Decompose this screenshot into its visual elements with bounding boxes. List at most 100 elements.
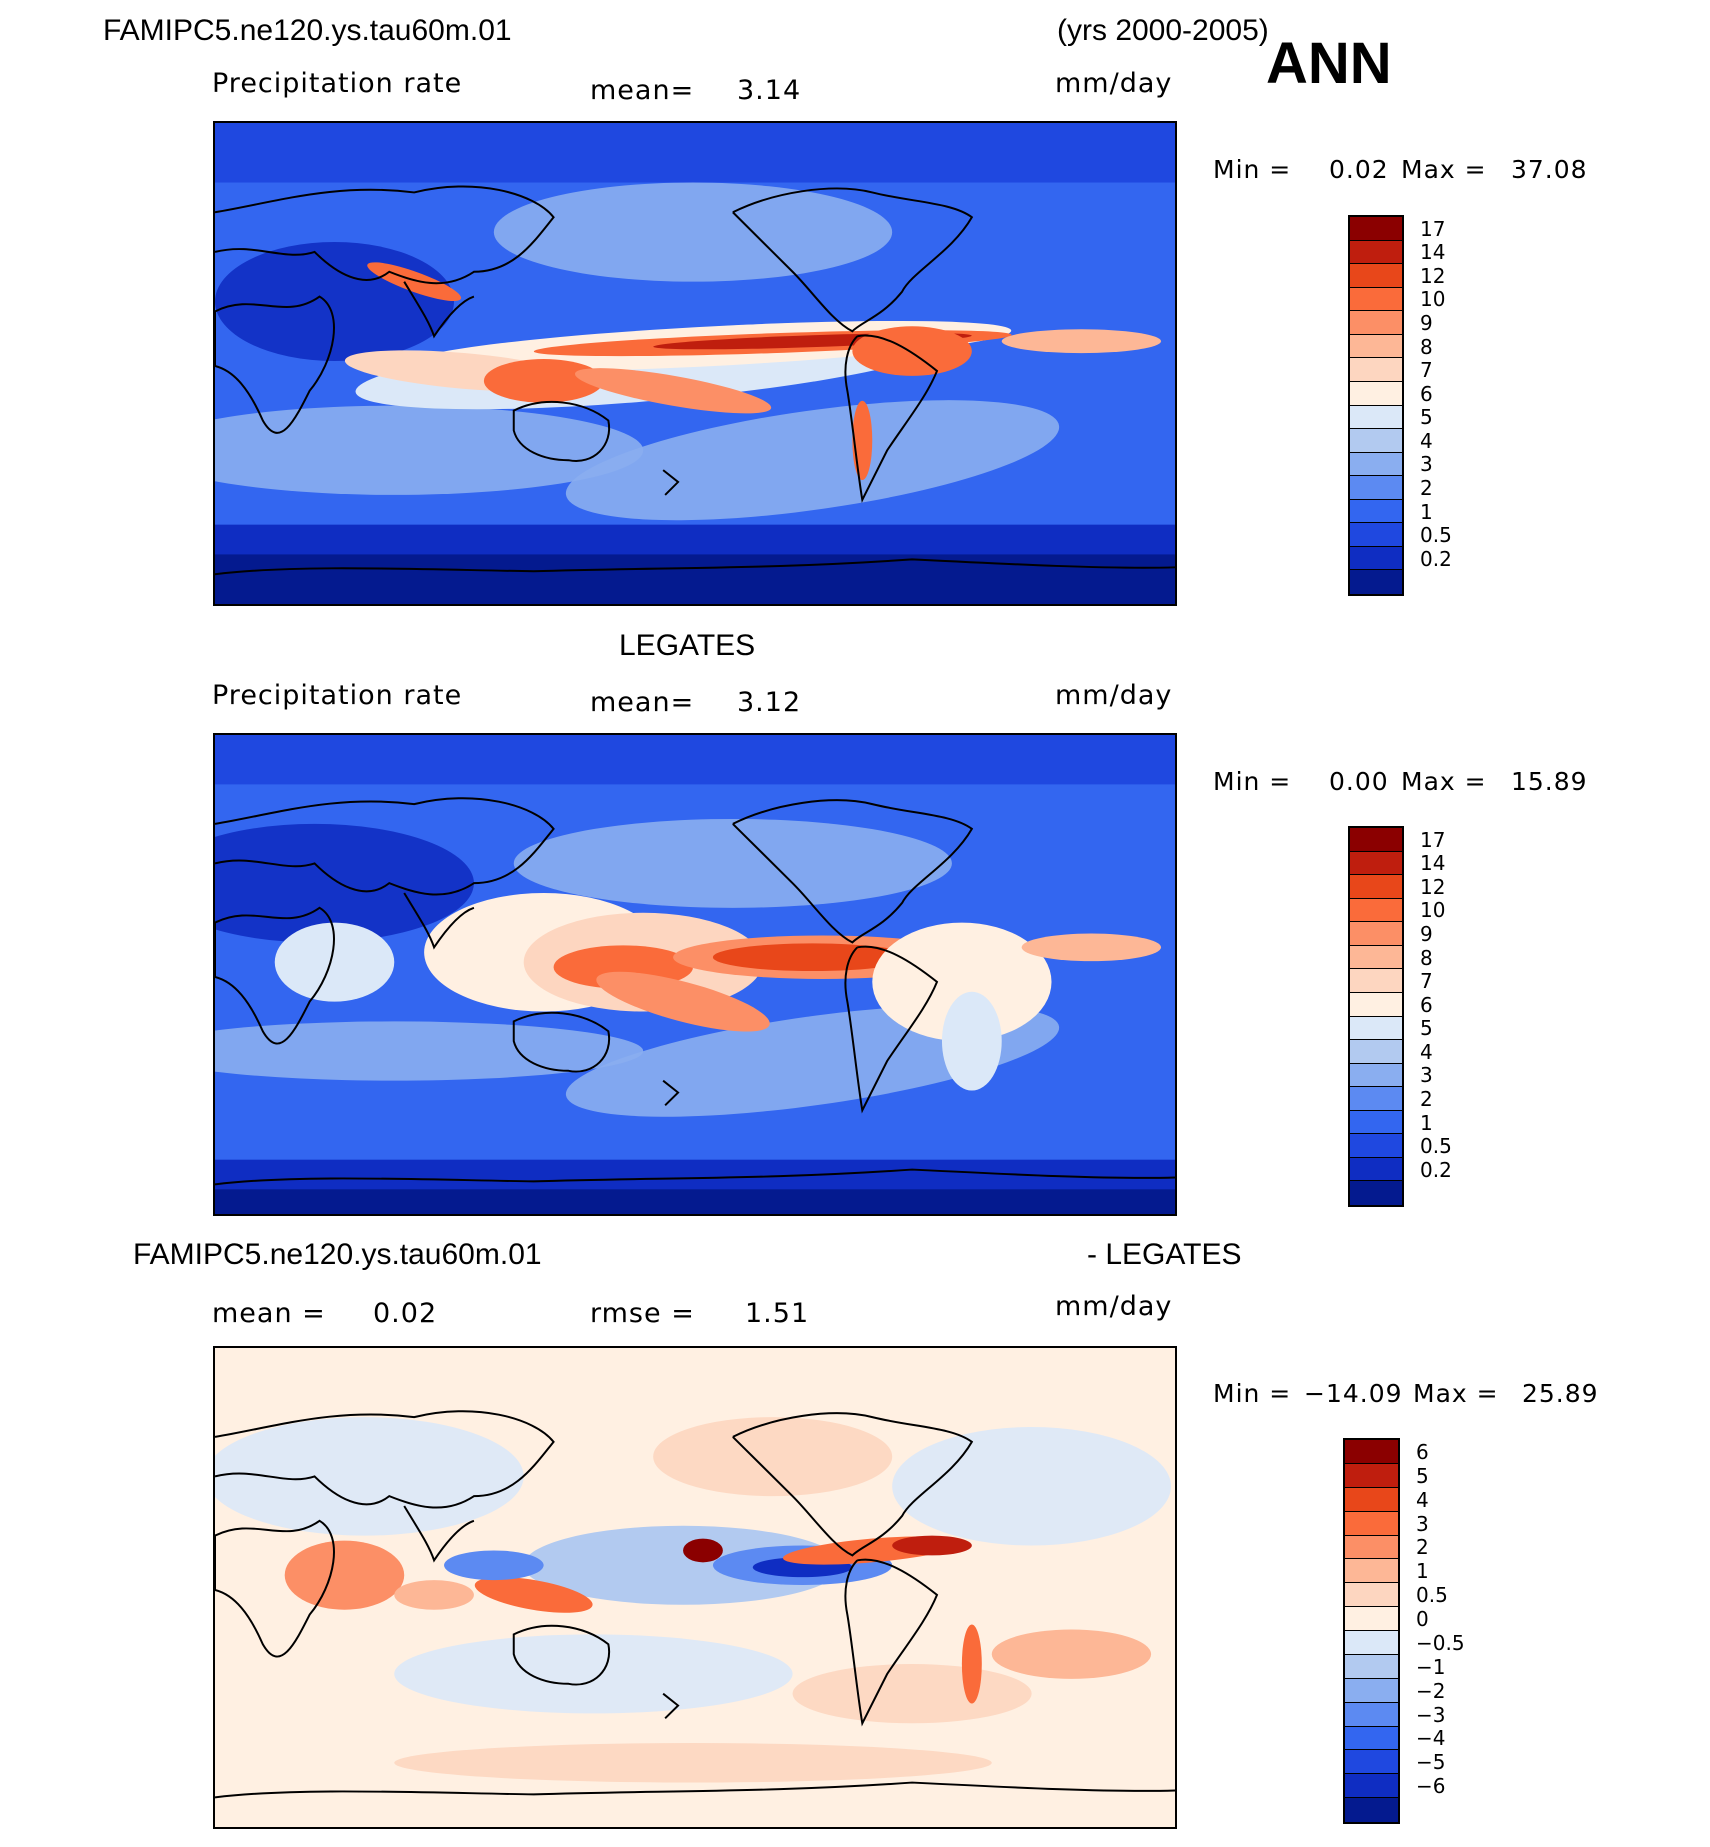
precip-contour-region — [683, 1538, 723, 1563]
coastline — [512, 401, 611, 462]
coastline — [844, 1558, 939, 1727]
colorbar-tick-label: −5 — [1416, 1750, 1446, 1775]
coastline — [662, 1079, 680, 1107]
colorbar-segment — [1350, 851, 1402, 876]
precip-contour-region — [215, 242, 455, 362]
colorbar-segment — [1350, 476, 1402, 500]
colorbar-segment — [1350, 217, 1402, 241]
colorbar-tick-label: 2 — [1416, 1535, 1429, 1560]
panel3-rmse-label: rmse = — [590, 1298, 695, 1329]
colorbar-segment — [1345, 1631, 1398, 1655]
colorbar-tick-label: −6 — [1416, 1774, 1446, 1799]
colorbar-tick-label: 9 — [1420, 311, 1433, 336]
colorbar-tick-label: 5 — [1420, 405, 1433, 430]
colorbar-tick-label: 14 — [1420, 851, 1446, 876]
colorbar-segment — [1350, 1134, 1402, 1158]
precip-contour-region — [444, 1550, 544, 1581]
colorbar-tick-label: 7 — [1420, 358, 1433, 383]
coastline — [215, 558, 1175, 576]
panel2-max-label: Max = — [1401, 767, 1487, 796]
precip-contour-region — [394, 1743, 992, 1783]
colorbar-segment — [1350, 499, 1402, 524]
colorbar-segment — [1350, 1040, 1402, 1064]
precip-contour-region — [483, 359, 604, 403]
colorbar-tick-label: 7 — [1420, 969, 1433, 994]
colorbar-segment — [1350, 1181, 1402, 1205]
colorbar-segment — [1350, 1157, 1402, 1182]
panel3-max-label: Max = — [1413, 1379, 1499, 1408]
precip-contour-region — [712, 943, 913, 972]
colorbar-segment — [1350, 898, 1402, 923]
panel2-min-label: Min = — [1213, 767, 1292, 796]
colorbar-tick-label: 17 — [1420, 216, 1446, 241]
coastline — [662, 469, 680, 496]
colorbar-segment — [1350, 922, 1402, 946]
colorbar-segment — [1345, 1726, 1398, 1751]
colorbar-segment — [1350, 381, 1402, 406]
colorbar-tick-label: −3 — [1416, 1702, 1446, 1727]
colorbar-segment — [1345, 1583, 1398, 1608]
colorbar-segment — [1345, 1678, 1398, 1703]
colorbar-segment — [1350, 1087, 1402, 1111]
colorbar-tick-label: 1 — [1420, 499, 1433, 524]
colorbar-tick-label: 1 — [1416, 1559, 1429, 1584]
panel1-mean-label: mean= — [590, 75, 695, 106]
colorbar-tick-label: 5 — [1420, 1016, 1433, 1041]
colorbar-segment — [1350, 429, 1402, 453]
colorbar-tick-label: 0.2 — [1420, 546, 1452, 571]
map-canvas — [215, 735, 1175, 1214]
colorbar-segment — [1350, 969, 1402, 993]
precip-contour-region — [274, 922, 395, 1002]
colorbar-segment — [1350, 452, 1402, 477]
precip-contour-region — [852, 400, 873, 481]
precip-band — [215, 123, 1175, 183]
colorbar-segment — [1345, 1535, 1398, 1560]
colorbar-tick-label: 9 — [1420, 922, 1433, 947]
panel1-mean-value: 3.14 — [737, 75, 802, 106]
coastline — [215, 1410, 555, 1509]
precip-band — [215, 1189, 1175, 1214]
colorbar-tick-label: 8 — [1420, 334, 1433, 359]
colorbar-segment — [1350, 570, 1402, 594]
precip-contour-region — [493, 182, 893, 282]
colorbar-tick-label: 6 — [1420, 992, 1433, 1017]
colorbar-tick-label: 3 — [1416, 1511, 1429, 1536]
colorbar-tick-label: 5 — [1416, 1463, 1429, 1488]
panel1-units: mm/day — [1055, 68, 1173, 99]
colorbar-tick-label: 1 — [1420, 1110, 1433, 1135]
colorbar-tick-label: 4 — [1420, 1039, 1433, 1064]
colorbar-tick-label: 3 — [1420, 1063, 1433, 1088]
panel3-map — [213, 1346, 1177, 1829]
colorbar-tick-label: 14 — [1420, 240, 1446, 265]
colorbar-tick-label: 0 — [1416, 1607, 1429, 1632]
precip-contour-region — [892, 1535, 972, 1556]
colorbar-segment — [1345, 1607, 1398, 1631]
colorbar-segment — [1345, 1559, 1398, 1584]
colorbar-segment — [1350, 405, 1402, 430]
panel3-title-right: - LEGATES — [1087, 1238, 1242, 1271]
colorbar-tick-label: 12 — [1420, 874, 1446, 899]
coastline — [215, 797, 555, 896]
precip-contour-region — [215, 1021, 644, 1081]
coastline — [512, 1011, 611, 1073]
panel3-min-value: −14.09 — [1304, 1379, 1403, 1408]
coastline — [844, 334, 939, 504]
colorbar-tick-label: 0.2 — [1420, 1157, 1452, 1182]
colorbar-tick-label: 10 — [1420, 898, 1446, 923]
colorbar-tick-label: 0.5 — [1420, 523, 1452, 548]
colorbar-tick-label: 4 — [1420, 428, 1433, 453]
panel3-mean-value: 0.02 — [373, 1298, 438, 1329]
precip-contour-region — [792, 1664, 1032, 1724]
colorbar-segment — [1345, 1798, 1398, 1822]
precip-contour-region — [961, 1624, 982, 1704]
panel3-rmse-value: 1.51 — [745, 1298, 810, 1329]
colorbar-segment — [1350, 240, 1402, 265]
coastline — [732, 1412, 974, 1557]
colorbar-tick-label: 10 — [1420, 287, 1446, 312]
coastline — [215, 1781, 1175, 1799]
colorbar-segment — [1350, 1063, 1402, 1088]
precip-band — [215, 549, 1175, 604]
precip-contour-region — [565, 400, 1060, 521]
colorbar-tick-label: 0.5 — [1420, 1134, 1452, 1159]
